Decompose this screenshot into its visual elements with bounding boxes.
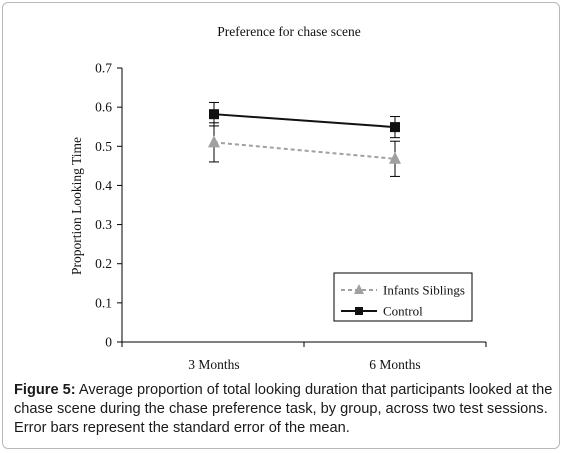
y-tick-label: 0.5 [95,139,112,154]
legend-item: Infants Siblings [341,283,465,298]
y-tick-label: 0.6 [95,100,112,115]
data-point-square [209,109,219,120]
series-layer [208,101,401,177]
data-point-square [390,122,400,133]
data-point-triangle [389,151,401,164]
legend-label: Control [383,304,423,319]
series-infants-siblings [208,122,401,177]
figure-caption: Figure 5: Average proportion of total lo… [14,381,554,438]
chart-title: Preference for chase scene [217,24,361,39]
y-tick-label: 0 [105,335,112,350]
legend: Infants Siblings Control [333,272,473,322]
y-tick-label: 0.4 [95,178,112,193]
y-tick-label: 0.3 [95,217,112,232]
line-chart: Preference for chase scene Proportion Lo… [69,24,487,372]
x-tick-label: 6 Months [369,357,420,372]
legend-swatch-square [355,307,363,315]
y-tick-label: 0.1 [95,295,112,310]
axes: 0 0.1 0.2 0.3 0.4 0.5 0.6 0.7 3 Months 6 Months [95,61,487,372]
series-line [213,141,396,160]
legend-swatch-triangle [354,284,364,294]
x-tick-label: 3 Months [188,357,239,372]
caption-text: Average proportion of total looking dura… [14,382,553,436]
series-line [213,113,396,129]
legend-item: Control [341,304,423,319]
y-axis-label: Proportion Looking Time [69,137,84,275]
series-control [209,101,400,139]
y-tick-label: 0.7 [95,61,112,76]
data-point-triangle [208,135,220,148]
legend-label: Infants Siblings [383,283,465,298]
caption-label: Figure 5: [14,382,76,398]
y-tick-label: 0.2 [95,256,112,271]
figure-frame [2,2,560,449]
